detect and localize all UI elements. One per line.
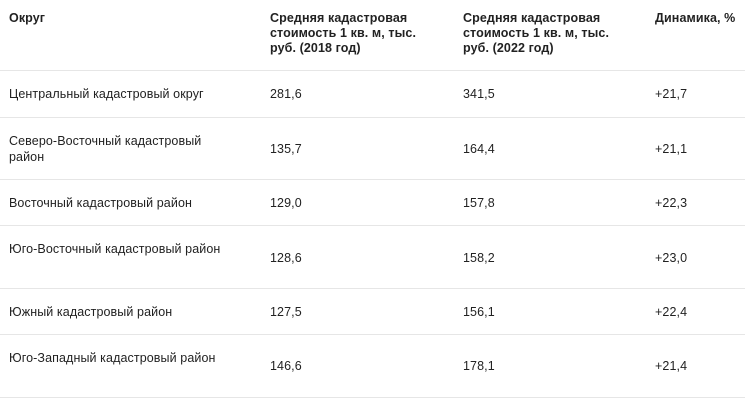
table-row: Южный кадастровый район 127,5 156,1 +22,… — [0, 289, 745, 335]
table-row: Центральный кадастровый округ 281,6 341,… — [0, 71, 745, 118]
header-change: Динамика, % — [655, 11, 736, 25]
table-row: Юго-Западный кадастровый район 146,6 178… — [0, 335, 745, 398]
header-district: Округ — [9, 11, 46, 25]
value-2022: 164,4 — [463, 142, 495, 156]
change-percent: +21,1 — [655, 142, 688, 156]
change-percent: +23,0 — [655, 251, 688, 265]
value-2022: 156,1 — [463, 305, 495, 319]
value-2018: 129,0 — [270, 196, 302, 210]
district-name: Юго-Западный кадастровый район — [9, 351, 216, 365]
change-percent: +22,4 — [655, 305, 688, 319]
value-2022: 178,1 — [463, 359, 495, 373]
value-2018: 135,7 — [270, 142, 302, 156]
value-2018: 146,6 — [270, 359, 302, 373]
header-value-2018: Средняя кадастровая стоимость 1 кв. м, т… — [270, 11, 417, 55]
change-percent: +21,7 — [655, 87, 688, 101]
value-2022: 158,2 — [463, 251, 495, 265]
value-2018: 281,6 — [270, 87, 302, 101]
table-row: Юго-Восточный кадастровый район 128,6 15… — [0, 226, 745, 289]
change-percent: +21,4 — [655, 359, 688, 373]
header-value-2022: Средняя кадастровая стоимость 1 кв. м, т… — [463, 11, 610, 55]
value-2022: 341,5 — [463, 87, 495, 101]
table-row: Северо-Восточный кадастровый район 135,7… — [0, 118, 745, 180]
district-name: Северо-Восточный кадастровый район — [9, 134, 202, 164]
value-2018: 127,5 — [270, 305, 302, 319]
value-2018: 128,6 — [270, 251, 302, 265]
district-name: Юго-Восточный кадастровый район — [9, 242, 221, 256]
district-name: Южный кадастровый район — [9, 305, 173, 319]
district-name: Восточный кадастровый район — [9, 196, 192, 210]
table-header-row: Округ Средняя кадастровая стоимость 1 кв… — [0, 0, 745, 71]
value-2022: 157,8 — [463, 196, 495, 210]
change-percent: +22,3 — [655, 196, 688, 210]
district-name: Центральный кадастровый округ — [9, 87, 204, 101]
table-row: Восточный кадастровый район 129,0 157,8 … — [0, 180, 745, 226]
